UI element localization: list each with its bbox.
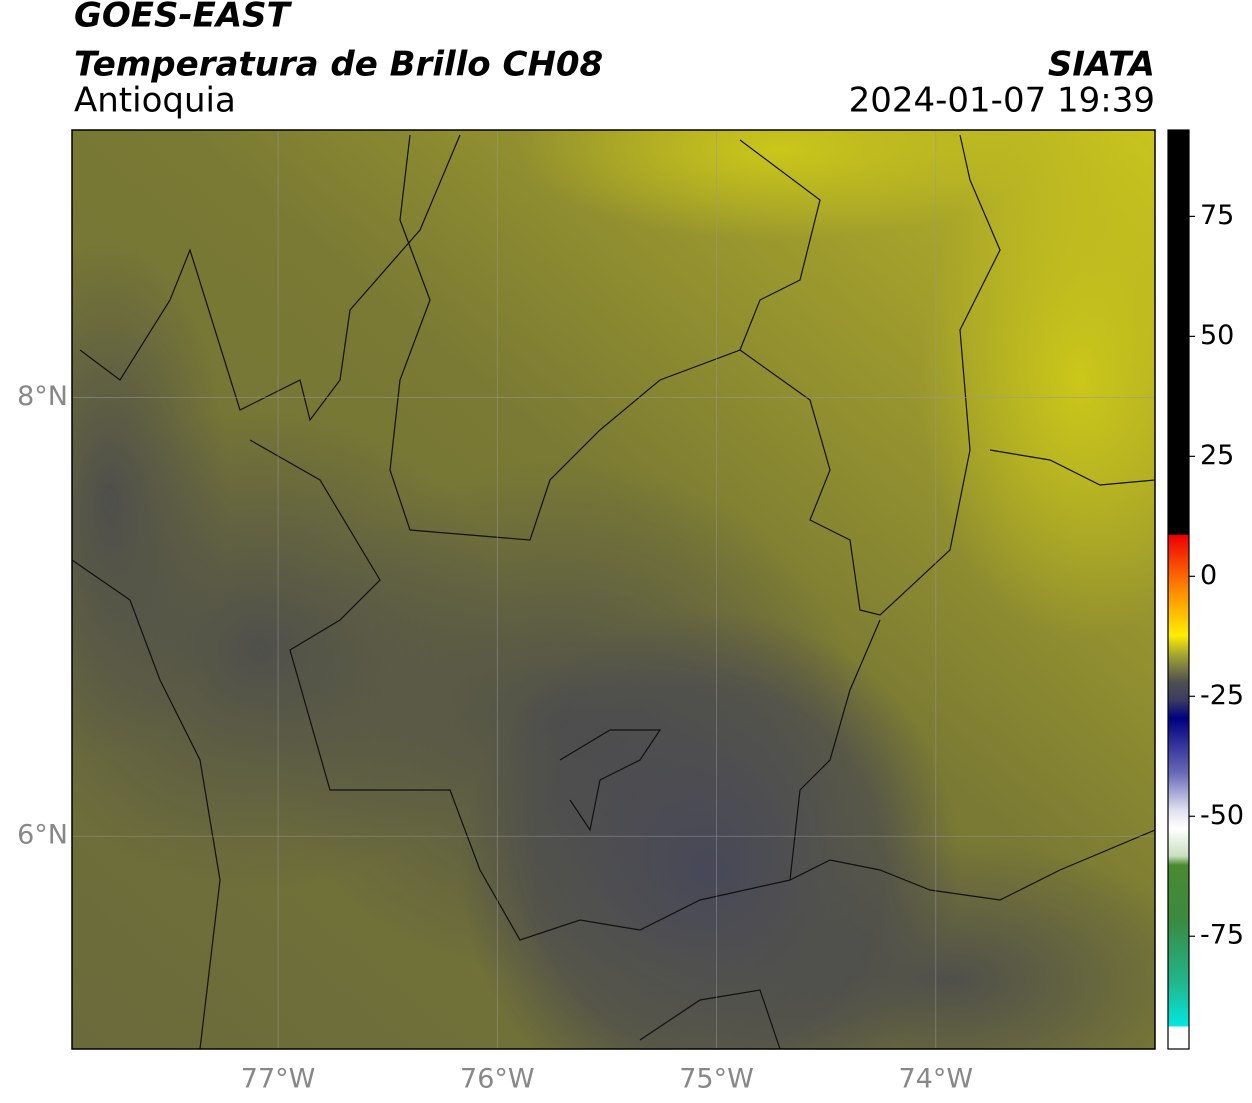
coastline [79, 134, 461, 422]
region: Antioquia [74, 81, 236, 121]
warm-area [520, 130, 1040, 240]
title: GOES-EAST [74, 0, 293, 36]
colorbar-tick-label: -75 [1200, 920, 1244, 951]
boundary [389, 134, 821, 541]
lon-tick-label: 76°W [460, 1064, 535, 1095]
colorbar-tick-label: 25 [1200, 440, 1234, 471]
colorbar-tick-label: 0 [1200, 560, 1217, 591]
colorbar-tick-label: -25 [1200, 680, 1244, 711]
coastline [72, 559, 221, 1049]
boundary [559, 729, 662, 832]
warm-area [920, 130, 1155, 640]
boundary [989, 449, 1155, 486]
cloud [72, 240, 230, 760]
colorbar [1167, 129, 1190, 1050]
lon-tick-label: 77°W [241, 1064, 316, 1095]
colorbar-tick-label: 50 [1200, 320, 1234, 351]
boundary [739, 134, 1001, 616]
map-frame [71, 129, 1156, 1050]
boundary [639, 989, 781, 1049]
lon-tick-label: 74°W [898, 1064, 973, 1095]
lon-tick-label: 75°W [679, 1064, 754, 1095]
datetime: 2024-01-07 19:39 [849, 81, 1155, 121]
boundary [249, 439, 1155, 941]
lat-tick-label: 8°N [17, 381, 68, 412]
colorbar-tick-label: 75 [1200, 200, 1234, 231]
lat-tick-label: 6°N [17, 820, 68, 851]
map-field [72, 130, 1155, 1049]
subtitle: Temperatura de Brillo CH08 [74, 45, 603, 85]
colorbar-tick-label: -50 [1200, 800, 1244, 831]
boundary [789, 619, 881, 881]
source: SIATA [1048, 45, 1155, 85]
graticule [72, 130, 1155, 1049]
cloud [690, 840, 1155, 1049]
